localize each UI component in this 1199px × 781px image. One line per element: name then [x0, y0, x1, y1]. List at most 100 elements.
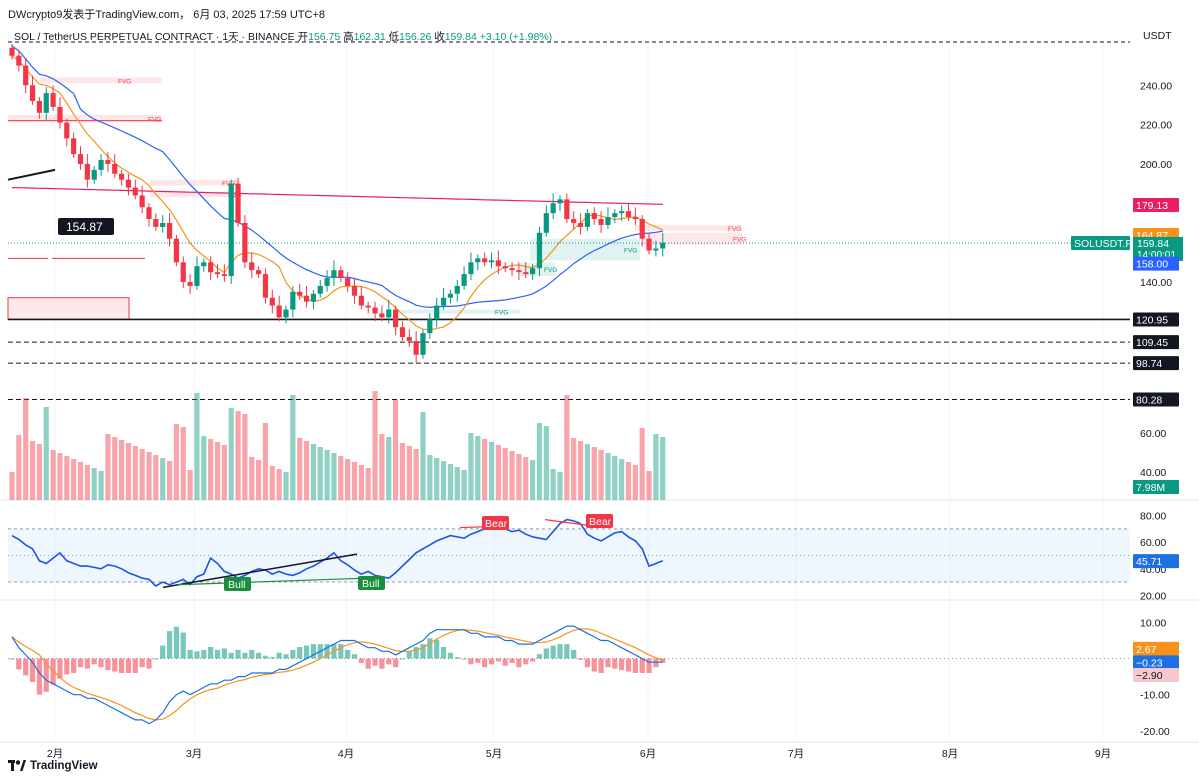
level-price-label-bg	[1133, 392, 1179, 407]
bull-divergence-line	[177, 577, 369, 586]
macd-histogram-bar	[235, 649, 241, 659]
macd-histogram-bar	[468, 658, 474, 665]
macd-histogram-bar	[269, 657, 275, 659]
macd-histogram-bar	[379, 658, 385, 669]
level-price-label-bg	[1133, 335, 1179, 350]
macd-histogram-bar	[530, 658, 536, 662]
fvg-label: FVG	[228, 192, 241, 199]
candle-body	[208, 262, 214, 273]
level-price-label: 120.95	[1136, 314, 1168, 326]
macd-hist-label: −2.90	[1136, 670, 1163, 682]
volume-bar	[29, 441, 36, 500]
macd-histogram-bar	[146, 658, 152, 669]
fvg-zone	[645, 232, 742, 245]
candle-body	[194, 266, 200, 286]
volume-bar	[125, 443, 132, 500]
candle-body	[290, 291, 296, 310]
macd-histogram-bar	[543, 648, 549, 659]
volume-bar	[612, 456, 618, 500]
macd-histogram-bar	[153, 658, 159, 660]
volume-label-bg	[1133, 480, 1179, 494]
bear-label: Bear	[485, 518, 508, 530]
macd-histogram-bar	[365, 658, 371, 669]
candle-body	[509, 268, 515, 271]
tradingview-logo[interactable]: TradingView	[8, 760, 98, 772]
macd-histogram-bar	[112, 658, 118, 672]
macd-histogram-bar	[29, 658, 36, 683]
macd-histogram-bar	[132, 658, 138, 673]
candle-body	[543, 213, 549, 233]
macd-histogram-bar	[208, 647, 214, 659]
macd-line	[11, 625, 663, 725]
volume-bar	[297, 438, 303, 500]
rsi-tick: 60.00	[1140, 537, 1166, 549]
volume-bar	[605, 453, 611, 500]
volume-bar	[64, 456, 70, 500]
volume-bar	[543, 426, 549, 500]
macd-histogram-bar	[550, 645, 556, 659]
macd-histogram-bar	[577, 658, 584, 660]
volume-bar	[290, 395, 296, 500]
candle-body	[166, 222, 173, 239]
candle-body	[605, 217, 611, 225]
candle-body	[228, 183, 234, 277]
volume-bar	[98, 471, 104, 500]
volume-bar	[577, 441, 584, 500]
price-tick: 200.00	[1140, 159, 1172, 171]
volume-bar	[632, 465, 638, 500]
candle-body	[324, 278, 330, 286]
macd-histogram-bar	[420, 644, 426, 659]
candle-body	[23, 65, 29, 86]
macd-histogram-bar	[358, 658, 364, 663]
macd-histogram-bar	[242, 652, 248, 659]
candle-body	[57, 106, 63, 123]
volume-bar	[91, 468, 97, 500]
volume-bar	[399, 443, 406, 500]
volume-bar	[132, 446, 138, 500]
macd-histogram-bar	[283, 654, 289, 659]
candle-body	[365, 305, 371, 308]
candle-body	[625, 211, 632, 218]
macd-histogram-bar	[262, 655, 269, 659]
fvg-zone	[150, 179, 240, 186]
bull-label: Bull	[228, 579, 246, 591]
macd-histogram-bar	[9, 658, 15, 660]
volume-bar	[646, 471, 652, 500]
time-tick: 6月	[640, 748, 656, 760]
volume-bar	[180, 427, 186, 500]
macd-histogram-bar	[632, 658, 638, 673]
change-value: +3.10 (+1.98%)	[479, 31, 553, 43]
volume-bar	[345, 459, 351, 500]
bull-label-bg	[224, 577, 251, 591]
macd-histogram-bar	[406, 651, 412, 659]
candle-body	[249, 262, 255, 271]
candle-body	[283, 309, 289, 318]
bear-label-bg	[586, 514, 613, 528]
macd-histogram-bar	[454, 657, 460, 659]
candle-body	[71, 138, 77, 155]
candle-body	[153, 219, 159, 227]
macd-histogram-bar	[646, 658, 652, 673]
volume-bar	[523, 457, 529, 500]
macd-histogram-bar	[324, 644, 330, 659]
macd-histogram-bar	[660, 658, 666, 663]
volume-bar	[598, 450, 604, 500]
publisher-line: DWcrypto9发表于TradingView.com， 6月 03, 2025…	[8, 9, 325, 21]
low-value: 156.26	[399, 31, 432, 43]
volume-bar	[440, 461, 447, 500]
volume-bar	[502, 448, 508, 500]
fvg-zone	[8, 114, 162, 123]
high-label: 高	[343, 31, 354, 43]
callout-label: 154.87	[66, 220, 103, 234]
volume-bar	[194, 393, 200, 500]
macd-tick: -10.00	[1140, 690, 1170, 702]
volume-bar	[84, 465, 90, 500]
candle-body	[564, 199, 570, 220]
level-price-label-bg	[1133, 356, 1179, 371]
symbol-name[interactable]: SOL / TetherUS PERPETUAL CONTRACT · 1天 ·…	[14, 31, 295, 43]
symbol-tag-bg	[1071, 235, 1130, 250]
macd-histogram-bar	[523, 658, 529, 665]
macd-histogram-bar	[461, 658, 467, 660]
volume-bar	[262, 423, 269, 500]
